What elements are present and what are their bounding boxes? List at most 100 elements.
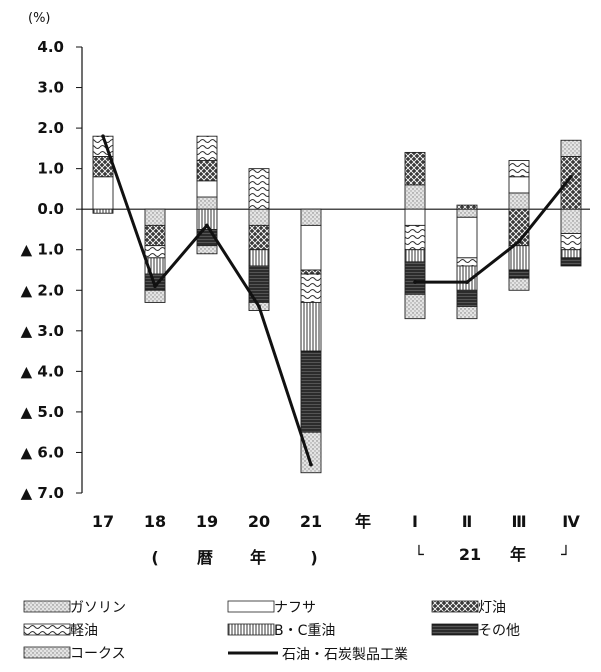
legend-label: ガソリン	[70, 600, 126, 616]
legend-swatch	[431, 623, 479, 636]
y-axis-unit-label: (%)	[28, 11, 51, 26]
legend-label: コークス	[70, 646, 126, 662]
x-group-label-year: )	[310, 548, 317, 567]
bar-segment	[404, 224, 426, 251]
bar-segment	[300, 301, 322, 352]
legend-label: その他	[478, 623, 520, 639]
bar-segment	[248, 168, 270, 210]
y-tick-label: ▲ 2.0	[21, 281, 64, 299]
bar-segment	[560, 249, 582, 259]
bar-segment	[300, 350, 322, 433]
legend-swatch	[23, 623, 71, 636]
bar-segment	[404, 249, 426, 263]
legend-label: B・C重油	[274, 623, 335, 639]
bar-segment	[560, 139, 582, 157]
bar-segment	[456, 208, 478, 218]
bar-segment	[92, 176, 114, 210]
bar-segment	[508, 277, 530, 291]
x-tick-label: 19	[196, 512, 218, 531]
bar-segment	[300, 224, 322, 271]
legend-swatch	[23, 646, 71, 659]
bar-segment	[508, 245, 530, 271]
bar-segment	[196, 196, 218, 210]
x-group-label-year: 年	[250, 548, 266, 567]
bar-segment	[196, 245, 218, 255]
y-tick-label: ▲ 1.0	[21, 241, 64, 259]
bar-segment	[300, 208, 322, 226]
y-tick-label: 4.0	[37, 38, 64, 56]
x-group-label-year: (	[151, 548, 158, 567]
bar-segment	[248, 208, 270, 226]
y-tick-label: ▲ 6.0	[21, 443, 64, 461]
plot-area: (%) 4.0 3.0 2.0 1.0 0.0 ▲ 1.0 ▲ 2.0 ▲ 3.0 ▲ 4.0 ▲ …	[21, 11, 590, 567]
x-group-label-quarter: └	[414, 544, 424, 564]
bar-segment	[404, 151, 426, 186]
bar-segment	[560, 233, 582, 251]
bar-segment	[456, 257, 478, 267]
line-point	[205, 223, 209, 228]
y-tick-label: ▲ 3.0	[21, 322, 64, 340]
legend-swatch	[23, 600, 71, 613]
bar-segment	[144, 224, 166, 247]
bar-segment	[560, 208, 582, 234]
bar-segment	[508, 269, 530, 279]
y-tick-label: ▲ 4.0	[21, 362, 64, 380]
bar-segment	[508, 192, 530, 210]
x-tick-label: Ⅱ	[462, 512, 473, 531]
line-point	[101, 134, 105, 138]
legend-line-label: 石油・石炭製品工業	[282, 647, 408, 663]
line-series-path	[101, 135, 573, 466]
x-group-label-year: 暦	[197, 548, 213, 567]
legend-swatch	[431, 600, 479, 613]
bar-segment	[508, 176, 530, 194]
line-point	[569, 174, 573, 179]
bar-segment	[248, 249, 270, 267]
bar-segment	[560, 156, 582, 210]
bar-segment	[456, 289, 478, 307]
line-point	[465, 280, 469, 284]
y-tick-label: ▲ 7.0	[21, 484, 64, 502]
x-group-label-quarter: 年	[510, 545, 526, 564]
bar-segment	[144, 289, 166, 303]
line-point	[309, 462, 313, 467]
x-tick-label: Ⅲ	[511, 512, 526, 531]
bar-segment	[92, 208, 114, 214]
x-group-label-quarter: ┘	[560, 544, 571, 564]
bar-segment	[560, 257, 582, 267]
x-tick-label: Ⅰ	[412, 512, 418, 531]
x-tick-label: 17	[92, 512, 114, 531]
bar-segment	[456, 306, 478, 320]
bar-segment	[300, 273, 322, 303]
x-tick-label: 21	[300, 512, 322, 531]
legend-label: 軽油	[70, 623, 98, 639]
bar-segment	[404, 208, 426, 226]
bar-segment	[196, 135, 218, 161]
line-point	[517, 239, 521, 244]
bar-segment	[300, 431, 322, 474]
x-tick-label: Ⅳ	[562, 512, 580, 531]
bar-segment	[508, 160, 530, 178]
y-tick-label: 1.0	[37, 160, 64, 178]
bar-segment	[196, 180, 218, 198]
y-tick-label: ▲ 5.0	[21, 403, 64, 421]
bar-segment	[196, 160, 218, 182]
bar-segment	[144, 245, 166, 259]
x-tick-label: 18	[144, 512, 166, 531]
legend-label: 灯油	[478, 600, 506, 616]
y-tick-label: 3.0	[37, 79, 64, 97]
bar-segment	[404, 293, 426, 320]
y-tick-label: 0.0	[37, 200, 64, 218]
x-tick-label: 20	[248, 512, 270, 531]
bar-segment	[144, 208, 166, 226]
line-point	[257, 304, 261, 309]
legend-swatch	[227, 623, 275, 636]
legend-swatch	[227, 600, 275, 613]
bar-segment	[300, 269, 322, 275]
x-tick-label: 年	[355, 512, 371, 531]
x-group-label-quarter: 21	[459, 545, 481, 564]
bar-segment	[456, 204, 478, 210]
y-tick-label: 2.0	[37, 119, 64, 137]
